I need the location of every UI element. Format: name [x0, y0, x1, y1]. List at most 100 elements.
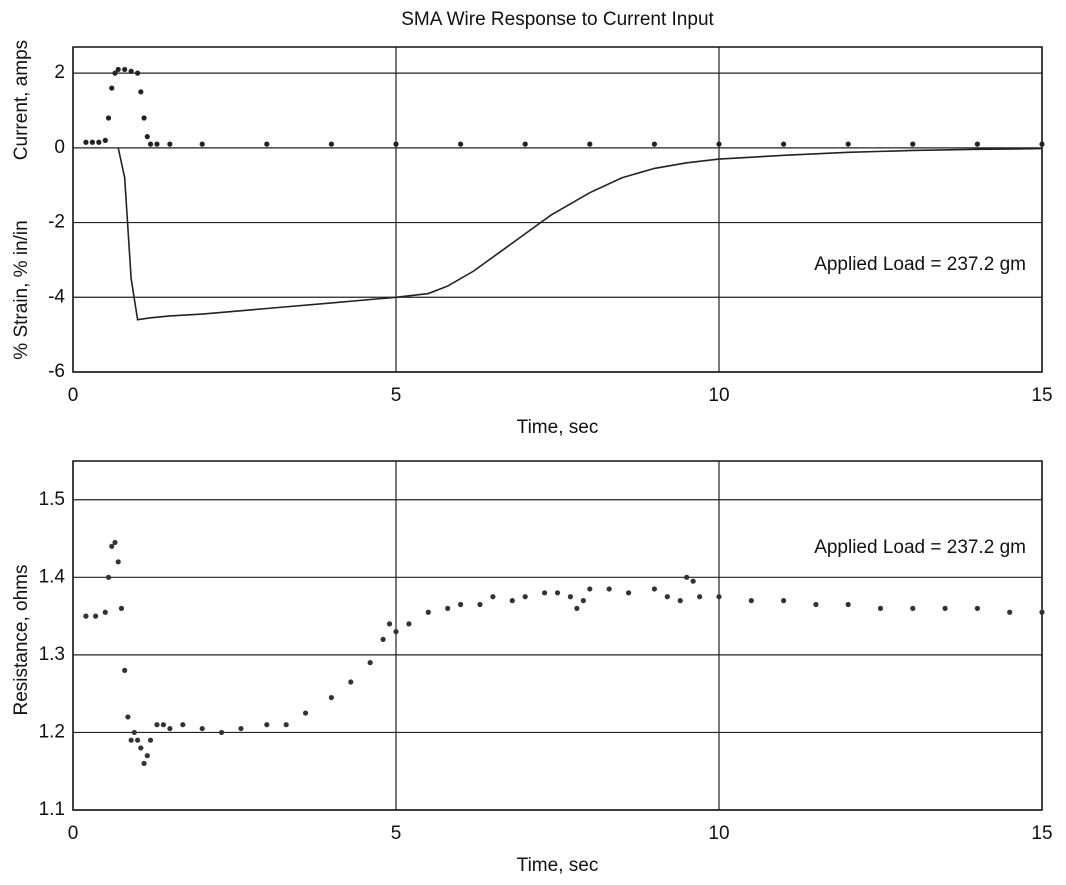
- data-point: [131, 729, 137, 736]
- data-point: [716, 141, 722, 147]
- data-point: [587, 141, 593, 147]
- x-tick-label: 15: [1031, 823, 1052, 844]
- data-point: [910, 605, 916, 611]
- data-point: [122, 667, 128, 674]
- data-point: [160, 722, 167, 728]
- data-point: [651, 141, 658, 147]
- data-point: [522, 594, 528, 600]
- data-point: [509, 598, 515, 604]
- data-point: [264, 722, 270, 728]
- annotation: Applied Load = 237.2 gm: [814, 537, 1026, 558]
- data-point: [141, 115, 147, 121]
- data-point: [845, 141, 851, 147]
- data-point: [690, 578, 696, 584]
- x-tick-label: 5: [391, 823, 402, 844]
- data-point: [625, 590, 632, 596]
- data-point: [135, 737, 141, 743]
- y-tick-label: -2: [48, 212, 65, 233]
- data-point: [115, 66, 121, 73]
- data-point: [180, 722, 186, 728]
- data-point: [367, 660, 373, 666]
- data-point: [238, 725, 244, 732]
- data-point: [147, 737, 154, 743]
- data-point: [393, 141, 399, 147]
- x-tick-label: 10: [708, 823, 729, 844]
- data-point: [83, 613, 89, 619]
- data-point: [445, 605, 451, 611]
- data-point: [93, 613, 99, 619]
- data-point: [154, 141, 160, 147]
- chart-title: SMA Wire Response to Current Input: [401, 9, 714, 30]
- data-point: [910, 141, 916, 147]
- data-point: [522, 141, 528, 147]
- data-point: [83, 139, 89, 145]
- data-point: [567, 594, 574, 600]
- data-point: [748, 598, 754, 604]
- data-point: [141, 760, 147, 767]
- data-point: [942, 605, 948, 611]
- data-point: [386, 621, 393, 627]
- data-point: [112, 539, 118, 546]
- data-point: [974, 605, 981, 611]
- plot-frame: [72, 46, 1043, 373]
- y-tick-label: 1.1: [39, 799, 65, 820]
- data-point: [112, 70, 118, 76]
- data-point: [380, 636, 386, 642]
- data-point: [138, 745, 144, 751]
- data-point: [781, 141, 787, 147]
- data-point: [138, 89, 144, 95]
- data-point: [135, 70, 141, 76]
- data-point: [651, 586, 658, 592]
- data-point: [96, 139, 102, 145]
- data-point: [877, 605, 884, 611]
- data-point: [264, 141, 270, 147]
- data-point: [199, 141, 205, 147]
- data-point: [118, 605, 125, 611]
- data-point: [1007, 609, 1013, 615]
- data-point: [406, 621, 412, 627]
- data-point: [218, 729, 225, 736]
- data-point: [328, 141, 334, 147]
- x-axis-label: Time, sec: [517, 855, 599, 876]
- data-point: [147, 141, 154, 147]
- data-point: [974, 141, 981, 147]
- data-point: [664, 594, 670, 600]
- data-point: [1039, 609, 1045, 615]
- x-tick-label: 10: [708, 385, 729, 406]
- x-axis-label: Time, sec: [517, 417, 599, 438]
- data-point: [154, 722, 160, 728]
- y-tick-label: 1.2: [39, 721, 65, 742]
- data-point: [167, 725, 173, 732]
- data-point: [425, 609, 431, 615]
- data-point: [167, 141, 173, 147]
- y-tick-label: 1.3: [39, 644, 65, 665]
- data-point: [102, 137, 108, 143]
- data-point: [716, 594, 722, 600]
- data-point: [105, 574, 112, 580]
- data-point: [813, 601, 819, 608]
- data-point: [541, 590, 548, 596]
- y-tick-label: 0: [54, 137, 65, 158]
- data-point: [554, 590, 561, 596]
- data-point: [109, 85, 115, 91]
- data-point: [109, 543, 115, 549]
- x-tick-label: 15: [1031, 385, 1052, 406]
- data-point: [677, 598, 683, 604]
- data-point: [105, 115, 112, 121]
- data-point: [781, 598, 787, 604]
- data-point: [845, 601, 851, 608]
- data-line: [117, 147, 1043, 321]
- x-tick-label: 0: [68, 823, 79, 844]
- data-point: [580, 598, 586, 604]
- data-point: [697, 594, 703, 600]
- data-point: [574, 605, 580, 611]
- data-point: [458, 601, 464, 608]
- data-point: [128, 68, 134, 74]
- data-point: [348, 679, 354, 685]
- data-point: [128, 737, 134, 743]
- data-point: [606, 586, 612, 592]
- data-point: [115, 559, 121, 565]
- x-tick-label: 5: [391, 385, 402, 406]
- y-tick-label: 1.4: [39, 566, 66, 587]
